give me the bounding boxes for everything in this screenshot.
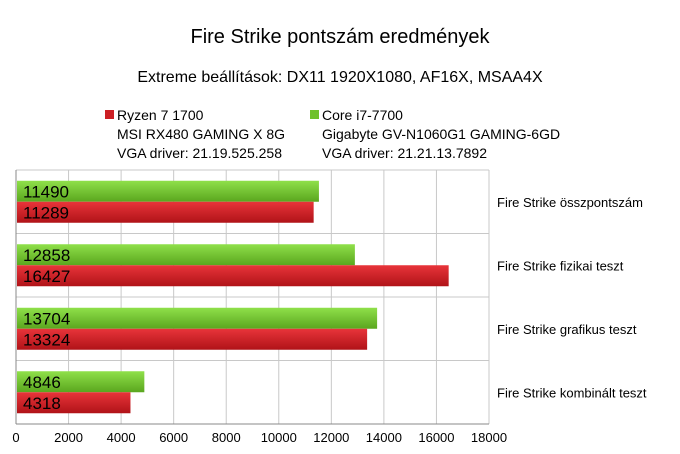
- bar-ryzen: [17, 328, 368, 350]
- legend-line: Gigabyte GV-N1060G1 GAMING-6GD: [322, 126, 561, 142]
- x-tick-label: 2000: [54, 430, 83, 445]
- data-label: 16427: [23, 267, 70, 286]
- x-tick-label: 16000: [418, 430, 454, 445]
- data-label: 13704: [23, 309, 70, 328]
- legend-line: MSI RX480 GAMING X 8G: [117, 126, 286, 142]
- chart-subtitle: Extreme beállítások: DX11 1920X1080, AF1…: [137, 69, 543, 86]
- data-label: 12858: [23, 246, 70, 265]
- x-tick-label: 10000: [261, 430, 297, 445]
- bar-ryzen: [17, 201, 314, 223]
- bar-core-i7: [17, 371, 145, 393]
- x-tick-label: 14000: [366, 430, 402, 445]
- category-label: Fire Strike összpontszám: [497, 195, 643, 210]
- category-label: Fire Strike grafikus teszt: [497, 322, 637, 337]
- bar-ryzen: [17, 265, 449, 287]
- legend-swatch-green: [310, 110, 319, 119]
- legend-line: VGA driver: 21.19.525.258: [117, 145, 282, 161]
- bar-core-i7: [17, 244, 355, 266]
- bar-core-i7: [17, 307, 378, 329]
- category-label: Fire Strike kombinált teszt: [497, 385, 647, 400]
- data-label: 4318: [23, 394, 61, 413]
- legend-swatch-red: [105, 110, 114, 119]
- x-tick-label: 6000: [159, 430, 188, 445]
- data-label: 13324: [23, 330, 70, 349]
- chart-title: Fire Strike pontszám eredmények: [190, 26, 490, 48]
- legend-line: VGA driver: 21.21.13.7892: [322, 145, 487, 161]
- x-tick-label: 0: [12, 430, 19, 445]
- legend-entry-core: Core i7-7700 Gigabyte GV-N1060G1 GAMING-…: [310, 106, 561, 163]
- category-label: Fire Strike fizikai teszt: [497, 258, 624, 273]
- bar-ryzen: [17, 392, 131, 414]
- x-tick-label: 4000: [107, 430, 136, 445]
- legend-line: Core i7-7700: [322, 107, 403, 123]
- legend-entry-ryzen: Ryzen 7 1700 MSI RX480 GAMING X 8G VGA d…: [105, 106, 286, 163]
- bar-core-i7: [17, 180, 319, 202]
- x-tick-label: 18000: [471, 430, 507, 445]
- x-tick-label: 12000: [313, 430, 349, 445]
- legend-line: Ryzen 7 1700: [117, 107, 204, 123]
- data-label: 11490: [23, 182, 69, 201]
- data-label: 4846: [23, 373, 61, 392]
- data-label: 11289: [23, 203, 69, 222]
- x-tick-label: 8000: [212, 430, 241, 445]
